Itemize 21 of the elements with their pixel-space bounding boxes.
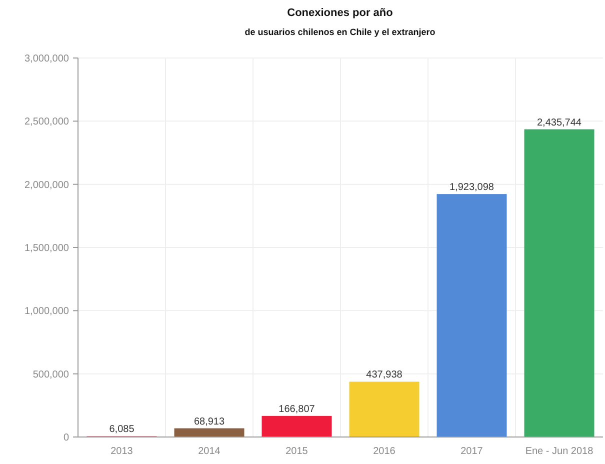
y-tick-label: 1,500,000 <box>24 243 70 254</box>
x-tick-label: 2016 <box>373 446 396 457</box>
y-tick-label: 0 <box>63 432 70 444</box>
y-tick-label: 2,500,000 <box>24 116 70 128</box>
y-tick-label: 1,000,000 <box>24 306 70 318</box>
data-label: 68,913 <box>194 416 225 428</box>
x-tick-label: 2013 <box>110 446 134 457</box>
x-tick-label: 2017 <box>460 446 484 457</box>
y-tick-label: 500,000 <box>32 369 70 380</box>
data-label: 166,807 <box>278 404 316 415</box>
data-label: 2,435,744 <box>537 117 582 128</box>
x-tick-label: 2015 <box>286 446 308 457</box>
y-tick-label: 3,000,000 <box>24 54 70 64</box>
data-label: 1,923,098 <box>450 182 494 194</box>
data-label: 6,085 <box>109 424 135 436</box>
x-tick-label: Ene - Jun 2018 <box>525 446 594 457</box>
y-tick-label: 2,000,000 <box>24 180 70 191</box>
chart-subtitle: de usuarios chilenos en Chile y el extranjero <box>244 27 436 37</box>
x-tick-label: 2014 <box>198 446 221 457</box>
data-label: 437,938 <box>366 370 403 381</box>
chart-title: Conexiones por año <box>287 7 394 19</box>
